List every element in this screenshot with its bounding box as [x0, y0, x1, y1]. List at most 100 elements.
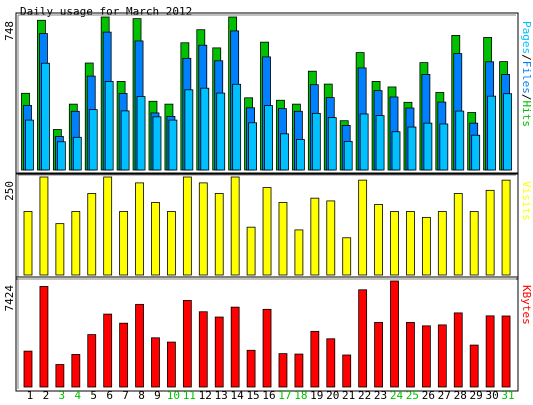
- bar-visits: [469, 211, 479, 276]
- y-axis-max-label: 748: [3, 21, 16, 41]
- day-label: 27: [438, 389, 451, 402]
- bar-kbytes: [326, 338, 336, 388]
- day-label: 4: [74, 389, 81, 402]
- bar-visits: [342, 237, 352, 276]
- bar-visits: [453, 193, 463, 276]
- bar-pages: [41, 62, 50, 171]
- bar-visits: [437, 211, 447, 276]
- bar-visits: [501, 179, 511, 276]
- bar-visits: [246, 226, 256, 276]
- bar-pages: [248, 122, 257, 171]
- bar-kbytes: [421, 325, 431, 388]
- bar-visits: [135, 182, 144, 276]
- bar-pages: [280, 133, 289, 171]
- bar-kbytes: [87, 334, 97, 388]
- bar-pages: [264, 105, 273, 171]
- bar-kbytes: [374, 321, 383, 388]
- panel-hits-files-pages: 748 Pages/Files/Hits: [3, 12, 533, 175]
- day-label: 21: [342, 389, 355, 402]
- day-label: 2: [43, 389, 50, 402]
- bar-pages: [311, 112, 321, 171]
- bar-kbytes: [358, 289, 368, 388]
- bar-kbytes: [119, 322, 129, 388]
- bar-pages: [503, 93, 512, 171]
- bar-pages: [88, 109, 98, 171]
- bar-kbytes: [390, 280, 399, 388]
- bar-pages: [439, 123, 449, 171]
- bar-visits: [278, 202, 288, 276]
- legend-visits: Visits: [520, 181, 533, 221]
- day-label: 3: [59, 389, 66, 402]
- legend-entry: /: [520, 94, 533, 101]
- bar-visits: [230, 176, 240, 276]
- bar-kbytes: [55, 364, 65, 388]
- bar-visits: [326, 200, 336, 276]
- bar-kbytes: [246, 349, 256, 388]
- bar-visits: [358, 179, 368, 276]
- chart-title: Daily usage for March 2012: [20, 5, 192, 18]
- bar-visits: [71, 211, 81, 276]
- bar-pages: [359, 113, 369, 171]
- panel-kbytes: 7424 KBytes: [3, 276, 533, 392]
- bar-pages: [184, 89, 194, 171]
- bar-kbytes: [437, 324, 447, 388]
- day-label: 20: [326, 389, 339, 402]
- legend-entry: KBytes: [520, 285, 533, 325]
- chart-panels: 748 Pages/Files/Hits 250 Visits 7424 KBytes: [3, 12, 533, 392]
- bar-pages: [168, 119, 178, 171]
- legend-entry: /: [520, 54, 533, 61]
- bar-pages: [296, 139, 305, 171]
- bar-kbytes: [182, 300, 192, 388]
- day-label: 31: [501, 389, 514, 402]
- bar-kbytes: [135, 303, 144, 388]
- day-label: 28: [454, 389, 467, 402]
- bar-kbytes: [310, 330, 320, 388]
- bar-kbytes: [342, 354, 352, 388]
- day-label: 17: [278, 389, 291, 402]
- day-label-axis: 1 2 3 4 5 6 7 8 9 10 11 12 13 14 15 16 17 18 19 20 21 22 23 24 2…: [27, 389, 515, 402]
- bar-visits: [374, 204, 383, 276]
- day-label: 9: [154, 389, 161, 402]
- bar-kbytes: [39, 286, 49, 388]
- day-label: 8: [138, 389, 145, 402]
- panel-border: [15, 12, 519, 175]
- bar-visits: [310, 197, 320, 276]
- bar-visits: [406, 211, 415, 276]
- bar-pages: [152, 116, 162, 171]
- day-label: 23: [374, 389, 387, 402]
- y-axis-max-label: 250: [3, 181, 16, 201]
- panel-border: [15, 276, 519, 392]
- bar-pages: [471, 134, 481, 171]
- day-label: 11: [183, 389, 196, 402]
- panel-visits: 250 Visits: [3, 172, 533, 280]
- day-label: 26: [422, 389, 435, 402]
- bar-kbytes: [71, 354, 81, 388]
- bar-pages: [72, 136, 82, 171]
- day-label: 22: [358, 389, 371, 402]
- legend-hits-files-pages: Pages/Files/Hits: [520, 21, 533, 127]
- legend-entry: Pages: [520, 21, 533, 54]
- bar-kbytes: [151, 337, 160, 388]
- bar-visits: [294, 229, 304, 276]
- bar-pages: [25, 119, 34, 171]
- day-label: 13: [215, 389, 228, 402]
- y-axis-max-label: 7424: [3, 285, 16, 312]
- bar-visits: [87, 193, 97, 276]
- bar-kbytes: [501, 315, 511, 388]
- bar-visits: [103, 176, 113, 276]
- legend-entry: Files: [520, 61, 533, 94]
- bar-visits: [119, 211, 129, 276]
- day-label: 25: [406, 389, 419, 402]
- bar-visits: [23, 211, 33, 276]
- bar-visits: [151, 202, 160, 276]
- day-label: 30: [485, 389, 498, 402]
- bar-kbytes: [485, 315, 495, 388]
- bar-visits: [262, 187, 272, 276]
- day-label: 14: [231, 389, 245, 402]
- bar-kbytes: [278, 353, 288, 388]
- day-label: 15: [246, 389, 259, 402]
- bar-pages: [343, 140, 353, 171]
- bar-kbytes: [406, 321, 415, 388]
- bar-pages: [423, 122, 433, 171]
